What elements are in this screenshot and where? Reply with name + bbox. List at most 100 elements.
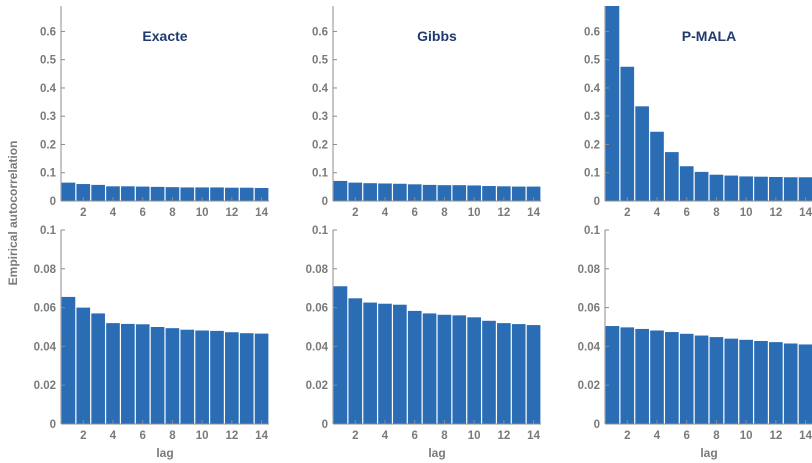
panel-1-bar-lag-12 <box>225 187 239 201</box>
panel-2-bar-lag-14 <box>526 186 541 201</box>
panel-4-x-tick-label: 12 <box>225 430 238 442</box>
panel-6-bar-lag-10 <box>739 339 753 424</box>
panel-4-bar-lag-10 <box>195 330 209 424</box>
panel-2-y-tick-label: 0.4 <box>312 83 329 95</box>
panel-2-y-tick-label: 0.1 <box>312 168 329 180</box>
panel-4-y-tick-label: 0.02 <box>34 380 56 392</box>
panel-2-bar-lag-9 <box>452 185 467 201</box>
panel-6-x-tick-label: 12 <box>769 430 782 442</box>
panel-3-bar-lag-7 <box>694 171 709 201</box>
panel-6-x-tick-label: 2 <box>624 430 630 442</box>
panel-6-bar-lag-13 <box>783 343 798 424</box>
panel-5-bar-lag-8 <box>437 314 452 424</box>
panel-5-bar-lag-9 <box>452 315 467 424</box>
panel-4-x-tick-label: 6 <box>140 430 146 442</box>
panel-6-x-tick-label: 4 <box>654 430 661 442</box>
panel-2-bar-lag-7 <box>422 184 437 201</box>
panel-5-bar-lag-14 <box>526 325 541 424</box>
panel-5-x-tick-label: 14 <box>527 430 540 442</box>
panel-5-y-tick-label: 0 <box>322 419 328 431</box>
panel-5-y-tick-label: 0.06 <box>306 303 328 315</box>
y-axis-label: Empirical autocorrelation <box>6 141 20 286</box>
panel-2-bar-lag-3 <box>363 183 377 201</box>
panel-2-bar-lag-6 <box>407 184 422 201</box>
panel-5-bar-lag-11 <box>482 320 496 424</box>
panel-3-bar-lag-10 <box>739 176 753 201</box>
panel-4-bar-lag-12 <box>225 332 239 424</box>
panel-3-bar-lag-12 <box>769 176 783 201</box>
panel-3-x-tick-label: 4 <box>654 207 661 219</box>
panel-3: 0 0.1 0.2 0.3 0.4 0.5 0.6 2 4 6 8 10 12 14 P-MALA <box>584 6 812 219</box>
panel-3-bar-lag-1 <box>605 6 620 201</box>
panel-1-bar-lag-8 <box>165 187 180 201</box>
panel-6-x-tick-label: 6 <box>684 430 690 442</box>
panel-6-bar-lag-3 <box>635 328 649 424</box>
panel-1-bar-lag-1 <box>61 182 76 201</box>
panel-5-x-tick-label: 12 <box>497 430 510 442</box>
panel-3-y-tick-label: 0 <box>594 196 600 208</box>
panel-2-x-tick-label: 2 <box>352 207 358 219</box>
panel-1-y-tick-label: 0.3 <box>40 111 56 123</box>
panel-3-bar-lag-13 <box>783 177 798 201</box>
panel-3-y-tick-label: 0.3 <box>584 111 600 123</box>
panel-6-x-axis-label: lag <box>700 446 717 460</box>
panel-3-x-tick-label: 14 <box>799 207 812 219</box>
panel-5-bar-lag-5 <box>393 304 407 424</box>
panel-5-bar-lag-1 <box>333 286 348 424</box>
panel-2-y-tick-label: 0.3 <box>312 111 328 123</box>
panel-6-y-tick-label: 0.06 <box>578 303 600 315</box>
panel-5-bar-lag-4 <box>378 303 392 424</box>
panel-2-y-tick-label: 0 <box>322 196 328 208</box>
panel-2-x-tick-label: 4 <box>382 207 389 219</box>
panel-2-x-tick-label: 8 <box>441 207 448 219</box>
panel-2-bar-lag-13 <box>511 186 526 201</box>
panel-4-bar-lag-11 <box>210 330 224 424</box>
panel-6-x-tick-label: 10 <box>740 430 753 442</box>
panel-4-x-tick-label: 14 <box>255 430 268 442</box>
panel-5-x-tick-label: 2 <box>352 430 358 442</box>
panel-2-bar-lag-8 <box>437 185 452 201</box>
panel-5-bar-lag-2 <box>348 298 363 424</box>
panel-5-bar-lag-7 <box>422 313 437 424</box>
panel-1-y-tick-label: 0 <box>50 196 56 208</box>
panel-5-bar-lag-3 <box>363 302 377 424</box>
panel-3-title: P-MALA <box>682 28 736 44</box>
panel-1: 0 0.1 0.2 0.3 0.4 0.5 0.6 2 4 6 8 10 12 14 Exacte <box>40 6 269 219</box>
panel-6-bar-lag-6 <box>679 333 694 424</box>
panel-2-bar-lag-11 <box>482 186 496 201</box>
panel-1-bar-lag-13 <box>239 187 254 201</box>
panel-3-x-tick-label: 2 <box>624 207 630 219</box>
panel-4-y-tick-label: 0 <box>50 419 56 431</box>
panel-2-bar-lag-10 <box>467 185 481 201</box>
panel-5-bar-lag-6 <box>407 310 422 424</box>
panel-2-bar-lag-1 <box>333 180 348 201</box>
panel-1-y-tick-label: 0.1 <box>40 168 57 180</box>
panel-3-y-tick-label: 0.6 <box>584 26 600 38</box>
panel-6-y-tick-label: 0.1 <box>584 225 601 237</box>
panel-2-bar-lag-2 <box>348 182 363 201</box>
panel-1-x-tick-label: 2 <box>80 207 86 219</box>
panel-3-bar-lag-4 <box>650 131 664 201</box>
panel-2: 0 0.1 0.2 0.3 0.4 0.5 0.6 2 4 6 8 10 12 14 Gibbs <box>312 6 541 219</box>
panel-4-y-tick-label: 0.04 <box>34 341 57 353</box>
panel-4-bar-lag-13 <box>239 333 254 424</box>
panel-5-y-tick-label: 0.04 <box>306 341 329 353</box>
panel-4-bar-lag-8 <box>165 328 180 424</box>
panel-1-bar-lag-6 <box>135 186 150 201</box>
panel-4-bar-lag-1 <box>61 296 76 424</box>
panel-2-bar-lag-12 <box>497 186 511 201</box>
panel-6-bar-lag-8 <box>709 337 724 424</box>
panel-3-y-tick-label: 0.4 <box>584 83 601 95</box>
panel-5-x-tick-label: 10 <box>468 430 481 442</box>
panel-3-bar-lag-2 <box>620 66 635 202</box>
panel-5-bar-lag-12 <box>497 323 511 424</box>
panel-3-y-tick-label: 0.1 <box>584 168 601 180</box>
panel-3-bar-lag-5 <box>665 152 679 201</box>
panel-4-x-tick-label: 8 <box>169 430 176 442</box>
panel-1-bar-lag-4 <box>106 186 120 201</box>
panel-5-y-tick-label: 0.02 <box>306 380 328 392</box>
panel-6-bar-lag-5 <box>665 332 679 424</box>
panel-6-bar-lag-4 <box>650 330 664 424</box>
panel-4-bar-lag-7 <box>150 327 165 424</box>
panel-6-y-tick-label: 0.02 <box>578 380 600 392</box>
